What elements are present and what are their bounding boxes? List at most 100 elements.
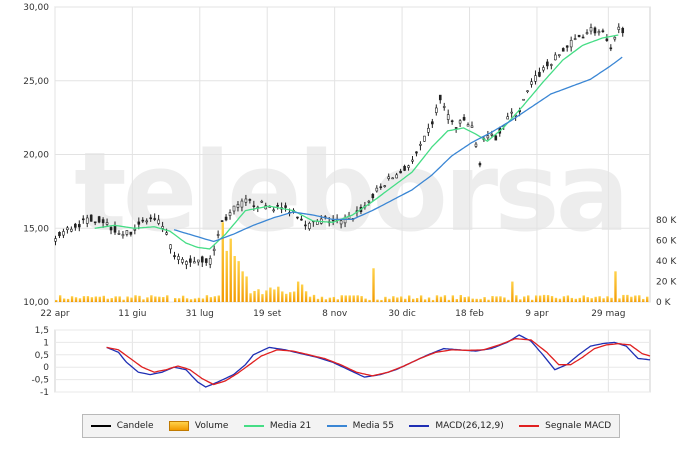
volume-bar — [320, 296, 324, 302]
volume-bar — [602, 298, 605, 302]
candle-body — [446, 114, 450, 120]
candle-body — [304, 224, 307, 227]
candle-body — [204, 258, 208, 263]
candle-body — [371, 193, 375, 199]
candle-body — [74, 223, 77, 228]
candle-body — [141, 219, 145, 222]
volume-bar — [499, 296, 502, 302]
volume-bar — [217, 295, 221, 302]
candle-body — [550, 64, 553, 66]
candle-body — [494, 135, 498, 141]
volume-bar — [55, 299, 58, 302]
candle-body — [561, 48, 565, 52]
candle-body — [490, 133, 494, 136]
volume-bar — [281, 291, 284, 302]
volume-bar — [364, 298, 367, 302]
volume-bar — [352, 295, 355, 302]
legend-swatch — [90, 425, 111, 427]
x-tick-label: 11 giu — [118, 309, 146, 319]
volume-bar — [415, 298, 419, 302]
volume-bar — [467, 296, 470, 302]
candle-body — [153, 218, 156, 220]
volume-bar — [249, 293, 252, 302]
volume-bar — [590, 298, 593, 302]
candle-body — [62, 231, 65, 236]
macd-plot-frame — [54, 329, 651, 393]
candle-body — [101, 219, 105, 224]
candle-body — [581, 36, 585, 39]
volume-bar — [455, 298, 459, 302]
volume-bar — [578, 297, 581, 302]
volume-bar — [487, 299, 490, 302]
volume-bar — [241, 271, 244, 302]
candle-body — [585, 32, 589, 34]
volume-bar — [74, 297, 78, 302]
candle-body — [407, 165, 410, 168]
candle-body — [129, 231, 133, 235]
candle-body — [173, 255, 176, 258]
volume-bar — [94, 296, 98, 302]
volume-bar — [257, 289, 260, 302]
candle-body — [427, 127, 430, 133]
price-y-tick-label: 25,00 — [23, 77, 49, 87]
macd-y-tick-label: 0,5 — [35, 351, 49, 361]
volume-bar — [118, 296, 121, 302]
volume-bar — [570, 297, 574, 302]
candle-body — [109, 227, 113, 231]
volume-bar — [277, 286, 280, 302]
volume-bar — [98, 296, 102, 302]
volume-bar — [308, 296, 312, 302]
candle-body — [589, 27, 593, 32]
candle-body — [125, 230, 129, 235]
legend-label: Media 21 — [269, 421, 312, 431]
candle-body — [70, 228, 73, 232]
candle-body — [296, 216, 299, 219]
volume-bar — [586, 297, 589, 302]
candle-body — [546, 61, 549, 67]
volume-bar — [475, 298, 478, 302]
candle-body — [228, 212, 232, 216]
candle-body — [387, 176, 391, 179]
candle-body — [145, 220, 149, 223]
candle-body — [542, 67, 545, 71]
candle-body — [442, 106, 446, 108]
macd-y-tick-label: 1,5 — [35, 326, 49, 336]
volume-bar — [642, 298, 645, 302]
volume-bar — [233, 256, 236, 302]
candle-body — [244, 198, 248, 203]
legend-item-volume: Volume — [168, 421, 228, 431]
candle-body — [58, 232, 61, 237]
candle-body — [411, 159, 414, 162]
volume-bar — [293, 291, 296, 302]
volume-bar — [372, 268, 375, 302]
volume-bar — [519, 299, 522, 302]
volume-bar — [463, 297, 466, 302]
volume-bar — [451, 295, 455, 302]
candle-body — [193, 261, 196, 264]
volume-bar — [503, 297, 506, 302]
candle-body — [553, 54, 557, 61]
volume-bar — [154, 296, 157, 302]
volume-bar — [181, 295, 185, 302]
ma55-line — [173, 56, 623, 243]
volume-bar — [102, 295, 105, 302]
volume-bar — [400, 296, 403, 302]
volume-bar — [542, 294, 546, 302]
price-y-tick-label: 15,00 — [23, 224, 49, 234]
legend-item-media21: Media 21 — [243, 421, 312, 431]
candle-body — [601, 30, 605, 33]
candle-body — [276, 205, 279, 207]
candle-body — [458, 120, 462, 124]
candle-body — [510, 111, 513, 114]
candle-body — [565, 45, 569, 48]
candle-body — [621, 27, 625, 34]
candle-body — [185, 261, 188, 265]
volume-bar — [380, 299, 383, 302]
candle-body — [272, 209, 275, 212]
candle-body — [474, 143, 478, 147]
legend-label: Media 55 — [352, 421, 394, 431]
volume-bar — [360, 296, 363, 302]
candle-body — [383, 185, 387, 187]
candle-body — [169, 244, 172, 250]
